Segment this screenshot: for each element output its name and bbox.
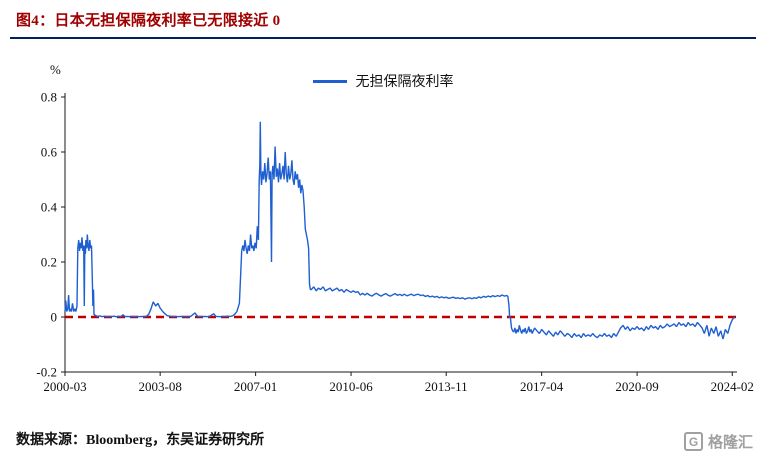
y-axis-unit-label: % xyxy=(50,62,61,77)
figure-title: 图4：日本无担保隔夜利率已无限接近 0 xyxy=(16,13,281,29)
chart-legend: 无担保隔夜利率 xyxy=(0,71,766,91)
x-tick-label: 2024-02 xyxy=(711,379,754,394)
legend-series-label: 无担保隔夜利率 xyxy=(355,75,454,90)
y-tick-label: 0.4 xyxy=(41,200,58,215)
y-tick-label: 0.6 xyxy=(41,145,58,160)
x-tick-label: 2007-01 xyxy=(234,379,277,394)
gelonghui-logo-icon: G xyxy=(683,432,703,451)
x-tick-label: 2020-09 xyxy=(615,379,658,394)
gelonghui-logo-text: 格隆汇 xyxy=(707,435,753,451)
y-tick-label: -0.2 xyxy=(36,365,57,380)
x-tick-label: 2010-06 xyxy=(329,379,373,394)
y-tick-label: 0.2 xyxy=(41,255,57,270)
y-tick-label: 0.8 xyxy=(41,90,57,105)
title-divider xyxy=(10,37,756,39)
rate-line-series xyxy=(64,121,736,340)
y-tick-label: 0 xyxy=(51,310,58,325)
gelonghui-watermark: G 格隆汇 xyxy=(683,431,753,452)
x-tick-label: 2013-11 xyxy=(425,379,468,394)
legend-line-swatch xyxy=(312,79,347,83)
x-tick-label: 2000-03 xyxy=(43,379,86,394)
x-tick-label: 2017-04 xyxy=(520,379,564,394)
x-tick-label: 2003-08 xyxy=(138,379,181,394)
data-source-note: 数据来源：Bloomberg，东吴证券研究所 xyxy=(16,433,265,448)
